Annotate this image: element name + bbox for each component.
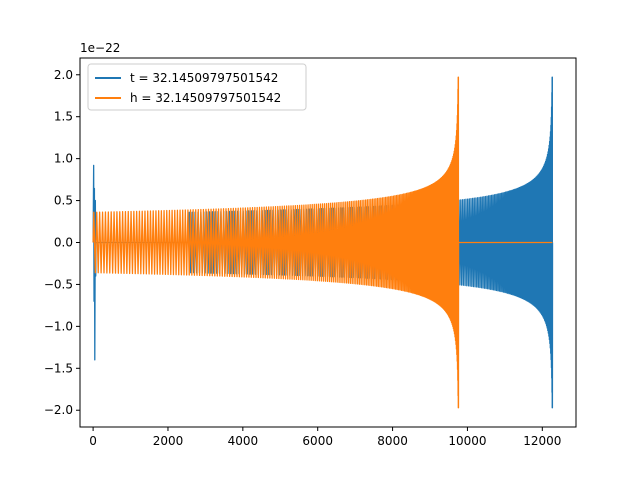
y-tick-label: −0.5 bbox=[44, 277, 73, 291]
x-tick-label: 4000 bbox=[228, 434, 259, 448]
x-tick-label: 12000 bbox=[523, 434, 561, 448]
legend-label-h: h = 32.14509797501542 bbox=[130, 91, 281, 105]
x-tick-label: 10000 bbox=[448, 434, 486, 448]
x-tick-label: 8000 bbox=[377, 434, 408, 448]
y-tick-label: −2.0 bbox=[44, 403, 73, 417]
x-tick-label: 2000 bbox=[153, 434, 184, 448]
y-tick-label: −1.0 bbox=[44, 319, 73, 333]
y-axis: −2.0 −1.5 −1.0 −0.5 0.0 0.5 1.0 1.5 2.0 bbox=[44, 68, 80, 417]
y-tick-label: 1.5 bbox=[54, 110, 73, 124]
y-tick-label: 0.5 bbox=[54, 194, 73, 208]
legend-box bbox=[87, 63, 307, 111]
y-tick-label: −1.5 bbox=[44, 361, 73, 375]
x-tick-label: 0 bbox=[89, 434, 97, 448]
legend: t = 32.14509797501542 h = 32.14509797501… bbox=[87, 63, 307, 111]
x-axis: 0 2000 4000 6000 8000 10000 12000 bbox=[89, 427, 561, 448]
x-tick-label: 6000 bbox=[302, 434, 333, 448]
y-offset-label: 1e−22 bbox=[80, 41, 120, 55]
plot-area bbox=[79, 57, 577, 428]
series-line-h bbox=[92, 76, 553, 409]
y-tick-label: 2.0 bbox=[54, 68, 73, 82]
y-tick-label: 1.0 bbox=[54, 152, 73, 166]
series-layer bbox=[92, 76, 554, 409]
y-tick-label: 0.0 bbox=[54, 236, 73, 250]
legend-label-t: t = 32.14509797501542 bbox=[130, 71, 278, 85]
